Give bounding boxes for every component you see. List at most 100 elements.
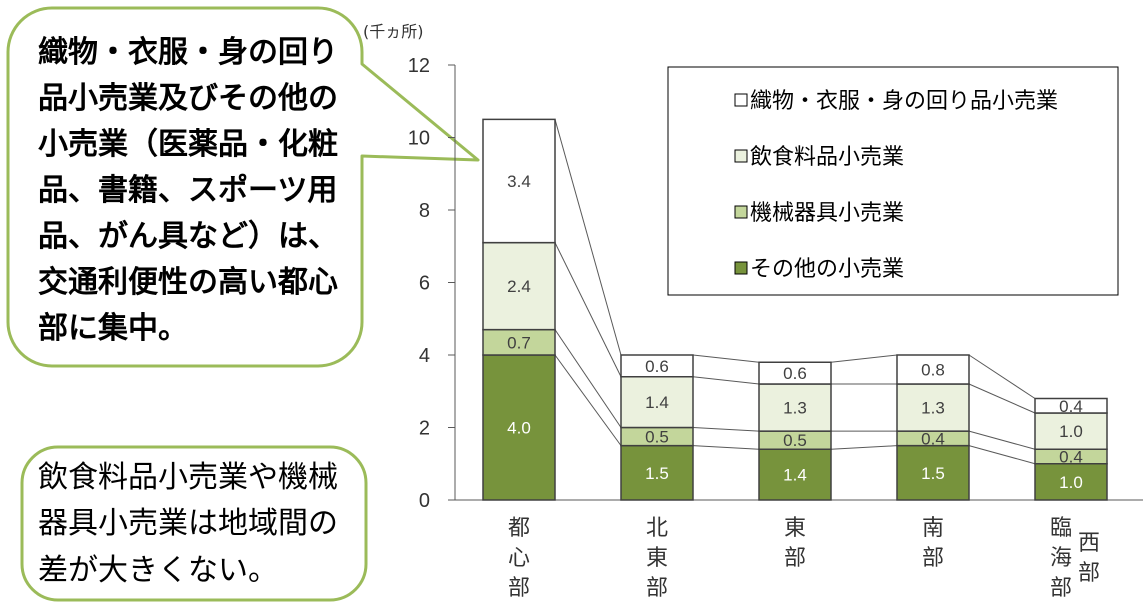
bottom-callout-line: 器具小売業は地域間の bbox=[38, 506, 338, 541]
x-tick-label: 都心部 bbox=[508, 516, 530, 601]
series-connector-line bbox=[692, 445, 760, 450]
series-connector-line bbox=[968, 354, 1036, 399]
series-connector-line bbox=[692, 427, 760, 432]
data-label: 1.4 bbox=[645, 393, 669, 412]
x-tick-label-char: 部 bbox=[508, 576, 530, 601]
data-label: 0.4 bbox=[921, 429, 945, 448]
data-label: 1.5 bbox=[921, 464, 945, 483]
series-connector-line bbox=[830, 354, 898, 363]
bar-segment bbox=[758, 361, 832, 385]
y-tick-label: 8 bbox=[419, 200, 430, 222]
x-tick-label-char: 都 bbox=[508, 516, 530, 541]
stacked-bars bbox=[482, 118, 1108, 501]
data-label: 1.3 bbox=[783, 399, 807, 418]
y-axis-ticks: 0 2 4 6 8 10 12 bbox=[408, 55, 455, 512]
bar-segment bbox=[758, 383, 832, 432]
data-label: 0.6 bbox=[783, 364, 807, 383]
x-tick-label-char: 西 bbox=[1078, 531, 1100, 556]
bottom-callout-bubble bbox=[20, 445, 368, 602]
x-tick-label-char: 部 bbox=[1050, 576, 1072, 601]
top-callout-line: 織物・衣服・身の回り bbox=[38, 35, 338, 70]
x-tick-label-char: 部 bbox=[922, 546, 944, 571]
x-tick-label-char: 部 bbox=[1078, 561, 1100, 586]
y-tick-label: 12 bbox=[408, 55, 430, 77]
series-connector-line bbox=[554, 329, 622, 428]
series-connector-line bbox=[692, 376, 760, 385]
y-tick-label: 4 bbox=[419, 345, 430, 367]
x-tick-label-char: 部 bbox=[646, 576, 668, 601]
legend-marker bbox=[734, 205, 748, 219]
x-tick-label-char: 東 bbox=[784, 516, 806, 541]
y-tick-label: 6 bbox=[419, 273, 430, 295]
bottom-callout-line: 飲食料品小売業や機械 bbox=[38, 460, 338, 495]
bar-segment bbox=[620, 376, 694, 429]
x-tick-label: 東部 bbox=[784, 516, 806, 571]
legend-label: その他の小売業 bbox=[750, 257, 904, 282]
bar-segment bbox=[896, 444, 970, 501]
series-connector-line bbox=[968, 445, 1036, 465]
data-label: 0.6 bbox=[645, 357, 669, 376]
top-callout-line: 品、書籍、スポーツ用 bbox=[38, 173, 337, 208]
bottom-callout-line: 差が大きくない。 bbox=[38, 553, 278, 588]
x-tick-label-char: 臨 bbox=[1050, 516, 1072, 541]
legend-item-machinery: 機械器具小売業 bbox=[734, 201, 904, 226]
series-connector-line bbox=[554, 119, 622, 356]
series-connector-line bbox=[830, 445, 898, 450]
bar-segment bbox=[1034, 397, 1108, 414]
x-tick-label-char: 北 bbox=[646, 516, 668, 541]
data-label: 1.0 bbox=[1059, 422, 1083, 441]
data-label: 2.4 bbox=[507, 277, 531, 296]
legend-marker bbox=[734, 93, 748, 107]
bar-segment bbox=[620, 354, 694, 378]
legend-label: 機械器具小売業 bbox=[750, 201, 904, 226]
legend: 織物・衣服・身の回り品小売業 飲食料品小売業 機械器具小売業 その他の小売業 bbox=[667, 66, 1119, 296]
bar-segment bbox=[758, 448, 832, 501]
x-tick-label-char: 南 bbox=[922, 516, 944, 541]
series-connector-line bbox=[968, 383, 1036, 414]
data-label: 1.0 bbox=[1059, 473, 1083, 492]
x-tick-label-char: 東 bbox=[646, 546, 668, 571]
legend-label: 飲食料品小売業 bbox=[750, 145, 904, 170]
data-label: 0.7 bbox=[507, 333, 531, 352]
y-tick-label: 0 bbox=[419, 490, 430, 512]
data-label: 0.8 bbox=[921, 361, 945, 380]
y-axis-unit-label: (千ヵ所) bbox=[363, 22, 424, 41]
data-label: 4.0 bbox=[507, 419, 531, 438]
data-label: 3.4 bbox=[507, 172, 531, 191]
series-connector-lines bbox=[554, 119, 1036, 465]
data-label: 1.3 bbox=[921, 399, 945, 418]
bar-segment bbox=[482, 118, 556, 244]
top-callout-line: 品、がん具など）は、 bbox=[38, 219, 338, 254]
x-tick-label-char: 海 bbox=[1050, 546, 1072, 571]
x-tick-label: 西部 bbox=[1078, 531, 1100, 586]
data-label: 1.4 bbox=[783, 466, 807, 485]
top-callout-line: 小売業（医薬品・化粧 bbox=[38, 127, 338, 162]
legend-label: 織物・衣服・身の回り品小売業 bbox=[750, 89, 1058, 114]
top-callout-bubble bbox=[6, 6, 480, 368]
series-connector-line bbox=[968, 430, 1036, 450]
bar-segment bbox=[1034, 412, 1108, 450]
bar-segment bbox=[620, 444, 694, 501]
legend-item-food-beverage: 飲食料品小売業 bbox=[734, 145, 904, 170]
series-connector-line bbox=[554, 242, 622, 377]
data-label: 1.5 bbox=[645, 464, 669, 483]
x-tick-label: 臨海部 bbox=[1050, 516, 1072, 601]
x-tick-label-char: 部 bbox=[784, 546, 806, 571]
series-connector-line bbox=[692, 354, 760, 363]
data-labels: 4.0 0.7 2.4 3.4 1.5 0.5 1.4 0.6 1.4 0.5 1.3 0.6 1.5 0… bbox=[507, 172, 1083, 492]
top-callout-line: 部に集中。 bbox=[38, 311, 188, 346]
y-tick-label: 2 bbox=[419, 418, 430, 440]
top-callout-line: 交通利便性の高い都心 bbox=[38, 265, 338, 300]
bottom-callout: 飲食料品小売業や機械 器具小売業は地域間の 差が大きくない。 bbox=[20, 445, 368, 602]
x-tick-label: 南部 bbox=[922, 516, 944, 571]
series-connector-line bbox=[554, 354, 622, 446]
y-tick-label: 10 bbox=[408, 128, 430, 150]
data-label: 0.4 bbox=[1059, 397, 1083, 416]
legend-item-textiles-apparel: 織物・衣服・身の回り品小売業 bbox=[734, 89, 1058, 114]
x-tick-label-char: 心 bbox=[508, 546, 530, 571]
legend-item-other-retail: その他の小売業 bbox=[734, 257, 904, 282]
legend-marker bbox=[734, 261, 748, 275]
bar-segment bbox=[482, 241, 556, 331]
